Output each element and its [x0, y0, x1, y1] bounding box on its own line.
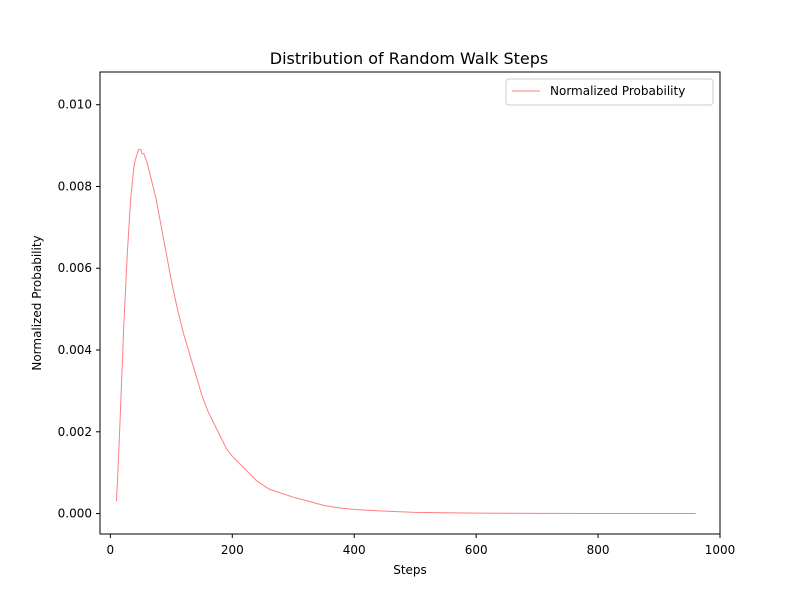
x-axis: 0 200 400 600 800 1000	[107, 534, 736, 557]
y-axis: 0.000 0.002 0.004 0.006 0.008 0.010	[58, 98, 100, 521]
legend-box	[505, 78, 714, 106]
y-axis-label: Normalized Probability	[30, 235, 44, 370]
y-tick-label: 0.002	[58, 425, 92, 439]
x-tick-label: 0	[107, 543, 115, 557]
y-tick-label: 0.004	[58, 343, 92, 357]
chart-title: Distribution of Random Walk Steps	[270, 49, 548, 68]
y-tick-label: 0.006	[58, 261, 92, 275]
y-tick-label: 0.010	[58, 98, 92, 112]
series-line-normalized-probability	[115, 149, 696, 515]
x-tick-label: 600	[465, 543, 488, 557]
y-tick-label: 0.000	[58, 507, 92, 521]
series-layer	[115, 149, 696, 515]
y-tick-label: 0.008	[58, 179, 92, 193]
x-tick-label: 1000	[705, 543, 736, 557]
x-tick-label: 200	[221, 543, 244, 557]
plot-frame	[99, 71, 721, 535]
legend-label: Normalized Probability	[550, 84, 685, 98]
x-tick-label: 400	[343, 543, 366, 557]
x-axis-label: Steps	[393, 563, 427, 577]
x-tick-label: 800	[587, 543, 610, 557]
legend: Normalized Probability	[505, 78, 714, 106]
